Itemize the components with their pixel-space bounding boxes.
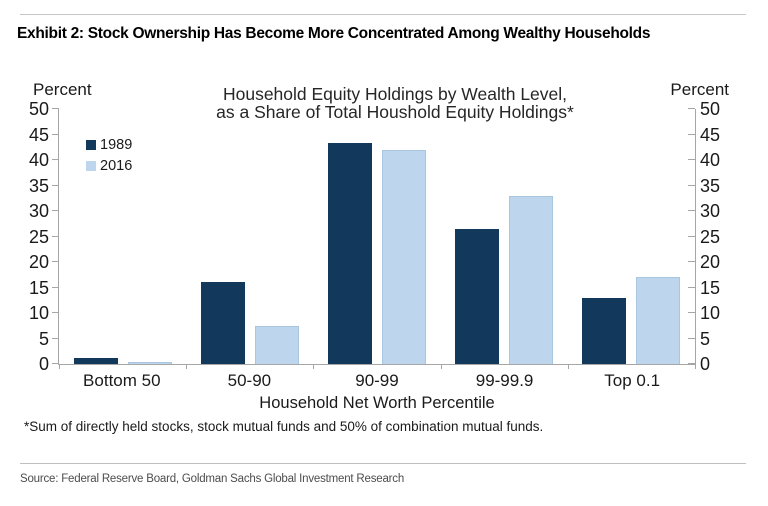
legend: 1989 2016 — [86, 134, 132, 176]
bar-1989-90-99 — [328, 143, 372, 364]
x-category-labels: Bottom 50 50-90 90-99 99-99.9 Top 0.1 — [58, 371, 696, 391]
y-tick-right-40 — [688, 159, 695, 160]
x-category-label-99-99.9: 99-99.9 — [475, 371, 534, 390]
bottom-divider — [20, 463, 746, 464]
y-tick-left-15 — [52, 286, 59, 288]
bar-group-bottom-50 — [59, 109, 186, 364]
y-tick-label-left-35: 35 — [28, 175, 49, 196]
chart-title-line1: Household Equity Holdings by Wealth Leve… — [222, 84, 568, 104]
bar-1989-50-90 — [200, 282, 245, 364]
bar-1989-top-0.1 — [582, 297, 627, 364]
y-tick-right-30 — [688, 210, 695, 211]
y-tick-label-right-5: 5 — [700, 328, 711, 349]
x-boundary-tick-3 — [440, 365, 442, 369]
bar-2016-99-99.9 — [509, 195, 554, 364]
y-tick-right-50 — [688, 108, 695, 109]
bar-2016-top-0.1 — [636, 277, 681, 364]
y-tick-label-right-35: 35 — [700, 175, 721, 196]
exhibit-title: Exhibit 2: Stock Ownership Has Become Mo… — [17, 25, 651, 42]
y-tick-right-25 — [688, 235, 695, 237]
legend-label-1989: 1989 — [100, 136, 133, 153]
legend-label-2016: 2016 — [100, 157, 133, 174]
y-tick-label-left-40: 40 — [28, 150, 49, 170]
x-category-label-bottom-50: Bottom 50 — [83, 371, 161, 390]
source-line: Source: Federal Reserve Board, Goldman S… — [20, 473, 405, 485]
x-boundary-tick-0 — [59, 365, 60, 369]
y-tick-label-right-50: 50 — [700, 99, 721, 119]
y-tick-label-left-10: 10 — [28, 303, 49, 323]
y-tick-label-left-30: 30 — [28, 201, 49, 221]
y-tick-label-left-15: 15 — [28, 277, 49, 298]
y-tick-left-30 — [52, 210, 59, 211]
bar-group-50-90 — [186, 109, 313, 364]
bar-group-top-0.1 — [568, 109, 695, 364]
bar-group-99-99.9 — [441, 109, 568, 364]
x-boundary-tick-5 — [695, 365, 696, 369]
plot-area: 0 0 5 5 10 10 15 15 20 20 25 25 30 30 35 35 40 40 45 45 50 50 — [29, 100, 720, 373]
x-boundary-tick-4 — [567, 365, 569, 369]
y-tick-label-right-25: 25 — [700, 226, 721, 247]
y-tick-label-left-50: 50 — [28, 99, 49, 119]
y-tick-left-45 — [52, 133, 59, 135]
y-tick-right-15 — [688, 286, 695, 288]
bars-container — [59, 109, 695, 364]
y-axis-left-unit-label: Percent — [33, 80, 92, 99]
footnote: *Sum of directly held stocks, stock mutu… — [24, 419, 544, 434]
y-tick-label-right-20: 20 — [700, 252, 721, 272]
y-tick-left-10 — [52, 312, 59, 313]
legend-item-1989: 1989 — [86, 134, 132, 155]
y-tick-label-right-40: 40 — [700, 150, 721, 170]
x-category-label-90-99: 90-99 — [355, 371, 399, 390]
y-tick-left-40 — [52, 159, 59, 160]
y-tick-right-35 — [688, 184, 695, 186]
y-tick-right-10 — [688, 312, 695, 313]
y-tick-left-35 — [52, 184, 59, 186]
y-tick-label-right-0: 0 — [700, 354, 711, 374]
y-tick-left-20 — [52, 261, 59, 262]
bar-group-90-99 — [313, 109, 440, 364]
y-tick-right-5 — [688, 337, 695, 339]
bar-1989-bottom-50 — [73, 357, 118, 364]
y-tick-label-left-20: 20 — [28, 252, 49, 272]
y-axis-right-unit-label: Percent — [670, 80, 729, 99]
legend-item-2016: 2016 — [86, 155, 132, 176]
bar-2016-90-99 — [382, 149, 426, 364]
bar-2016-50-90 — [254, 325, 299, 364]
y-tick-left-0 — [52, 363, 59, 364]
y-tick-left-50 — [52, 108, 59, 109]
bar-1989-99-99.9 — [455, 228, 500, 364]
y-tick-right-0 — [688, 363, 695, 364]
y-tick-label-left-5: 5 — [38, 328, 49, 349]
x-boundary-tick-1 — [186, 365, 188, 369]
legend-swatch-1989 — [86, 139, 96, 150]
legend-swatch-2016 — [86, 160, 96, 171]
y-tick-label-right-15: 15 — [700, 277, 721, 298]
bar-2016-bottom-50 — [127, 362, 172, 364]
top-divider — [20, 14, 746, 15]
y-tick-label-left-45: 45 — [28, 124, 49, 145]
x-axis-title: Household Net Worth Percentile — [259, 394, 495, 412]
y-tick-left-25 — [52, 235, 59, 237]
y-tick-label-left-0: 0 — [38, 354, 49, 374]
y-tick-right-20 — [688, 261, 695, 262]
x-category-label-top-0.1: Top 0.1 — [604, 371, 661, 390]
x-category-label-50-90: 50-90 — [227, 371, 272, 390]
y-tick-label-right-10: 10 — [700, 303, 721, 323]
chart-title: Household Equity Holdings by Wealth Leve… — [100, 85, 690, 121]
y-tick-label-left-25: 25 — [28, 226, 49, 247]
y-tick-left-5 — [52, 337, 59, 339]
y-tick-label-right-30: 30 — [700, 201, 721, 221]
y-tick-label-right-45: 45 — [700, 124, 721, 145]
chart-title-line2: as a Share of Total Houshold Equity Hold… — [216, 102, 574, 122]
x-boundary-tick-2 — [313, 365, 315, 369]
y-tick-right-45 — [688, 133, 695, 135]
